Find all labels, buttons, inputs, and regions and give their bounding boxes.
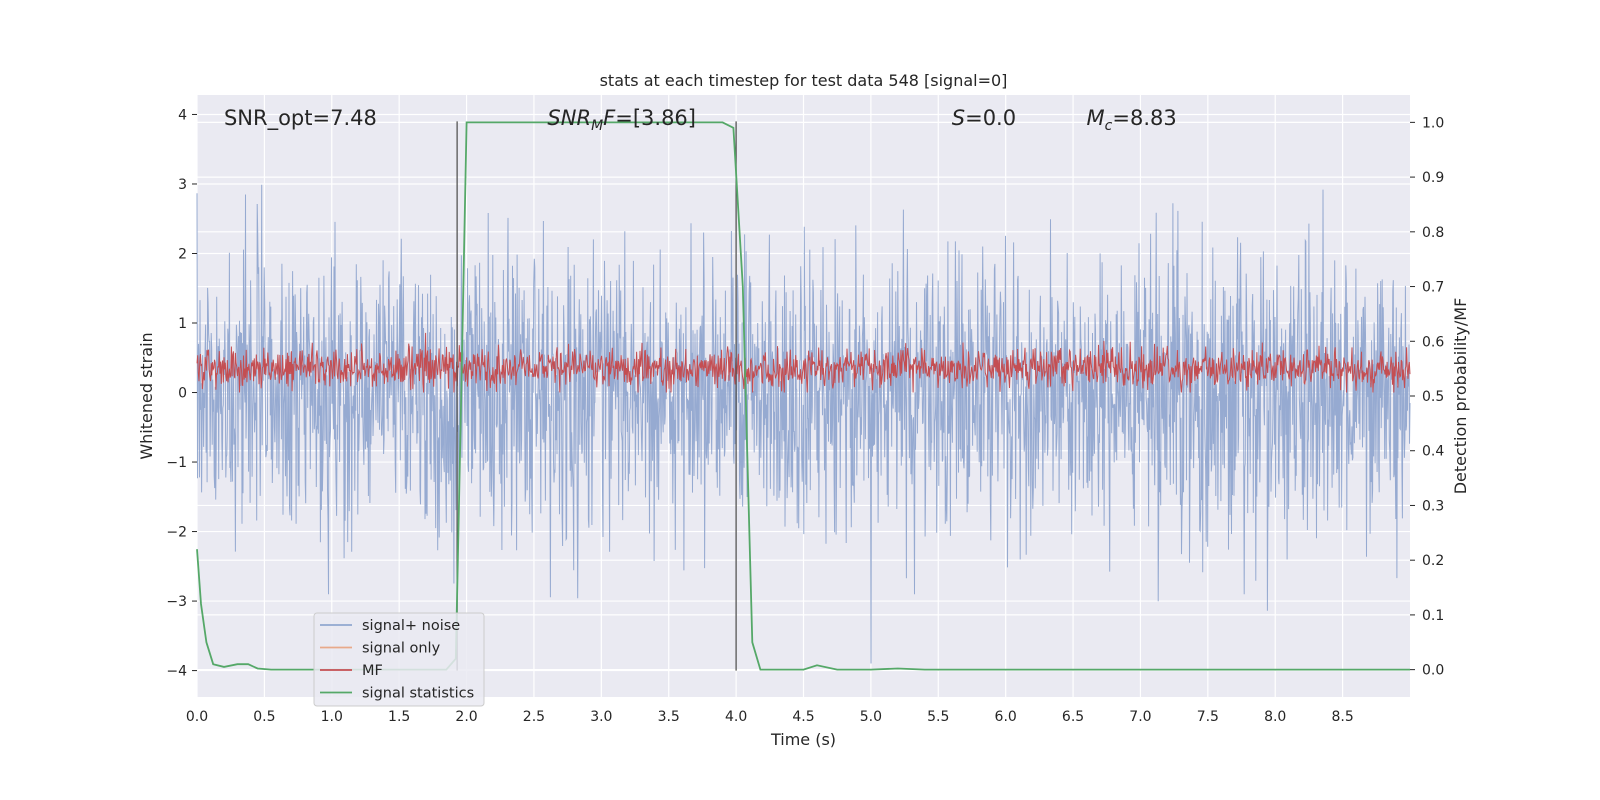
series-signal-statistics — [196, 121, 1410, 671]
y-left-tick-label: −2 — [166, 525, 187, 541]
annotation-snr-mf-value: =[3.86] — [615, 106, 696, 130]
x-tick-label: 7.0 — [1129, 709, 1151, 725]
series-line-signal-noise — [196, 184, 1411, 664]
y-right-tick-label: 0.0 — [1422, 663, 1444, 679]
x-tick-label: 2.5 — [523, 709, 545, 725]
y-right-tick-label: 0.1 — [1422, 608, 1444, 624]
legend: signal+ noise signal only MF signal statist… — [313, 612, 485, 707]
annotation-mc-value: =8.83 — [1112, 106, 1176, 130]
chart-title: stats at each timestep for test data 548… — [600, 71, 1008, 90]
annotation-mc: Mc=8.83 — [1087, 106, 1177, 134]
y-left-tick-label: −4 — [166, 664, 187, 680]
y-right-tick-label: 0.6 — [1422, 334, 1444, 350]
y-right-tick-label: 1.0 — [1422, 115, 1444, 131]
y-right-tick-label: 0.4 — [1422, 444, 1444, 460]
x-tick-label: 7.5 — [1197, 709, 1219, 725]
x-tick-label: 8.5 — [1331, 709, 1353, 725]
x-tick-label: 4.5 — [792, 709, 814, 725]
y-right-tick-label: 0.3 — [1422, 498, 1444, 514]
annotation-mc-var: M — [1087, 106, 1105, 130]
y-left-tick-label: −1 — [166, 455, 187, 471]
tick-labels: 0.0 0.5 1.0 1.5 2.0 2.5 3.0 3.5 4.0 4.5 5.0 5.5 6.0 6… — [166, 107, 1444, 725]
legend-label: signal statistics — [362, 686, 474, 702]
x-tick-label: 8.0 — [1264, 709, 1286, 725]
annotation-snr-opt: SNR_opt=7.48 — [224, 106, 377, 131]
x-tick-label: 5.5 — [927, 709, 949, 725]
series-line-mf — [196, 332, 1411, 393]
x-tick-label: 0.0 — [186, 709, 208, 725]
legend-label: MF — [362, 663, 383, 679]
x-tick-label: 3.0 — [590, 709, 612, 725]
x-tick-label: 2.0 — [455, 709, 477, 725]
y-left-tick-label: 3 — [178, 177, 187, 193]
annotation-s-var: S — [952, 106, 965, 130]
legend-label: signal+ noise — [362, 618, 460, 634]
series-mf — [196, 332, 1411, 393]
x-tick-label: 1.0 — [321, 709, 343, 725]
y-left-tick-label: 0 — [178, 386, 187, 402]
annotation-s: S=0.0 — [952, 106, 1016, 130]
y-axis-left-label: Whitened strain — [137, 332, 156, 459]
x-tick-label: 6.5 — [1062, 709, 1084, 725]
x-tick-label: 3.5 — [658, 709, 680, 725]
annotation-snr-mf-sub: M — [591, 118, 603, 134]
x-tick-label: 4.0 — [725, 709, 747, 725]
y-left-tick-label: 1 — [178, 316, 187, 332]
y-left-tick-label: 2 — [178, 246, 187, 262]
x-tick-label: 0.5 — [253, 709, 275, 725]
y-axis-right-label: Detection probability/MF — [1451, 298, 1470, 495]
annotation-s-value: =0.0 — [965, 106, 1016, 130]
y-right-tick-label: 0.9 — [1422, 170, 1444, 186]
annotation-snr-mf-var: SNR — [547, 106, 591, 130]
annotation-snr-mf: SNRMF=[3.86] — [547, 106, 696, 134]
x-tick-label: 6.0 — [995, 709, 1017, 725]
y-right-tick-label: 0.5 — [1422, 389, 1444, 405]
legend-label: signal only — [362, 641, 441, 657]
series-signal-noise — [196, 184, 1411, 664]
x-axis-label: Time (s) — [770, 730, 836, 749]
legend-box — [313, 612, 485, 707]
y-right-tick-label: 0.8 — [1422, 225, 1444, 241]
annotation-snr-mf-tail: F — [603, 106, 616, 130]
y-right-tick-label: 0.2 — [1422, 553, 1444, 569]
annotation-mc-sub: c — [1105, 118, 1113, 134]
y-right-tick-label: 0.7 — [1422, 280, 1444, 296]
series-line-signal-statistics — [196, 121, 1410, 671]
y-left-tick-label: 4 — [178, 107, 187, 123]
x-tick-label: 5.0 — [860, 709, 882, 725]
y-left-tick-label: −3 — [166, 594, 187, 610]
x-tick-label: 1.5 — [388, 709, 410, 725]
